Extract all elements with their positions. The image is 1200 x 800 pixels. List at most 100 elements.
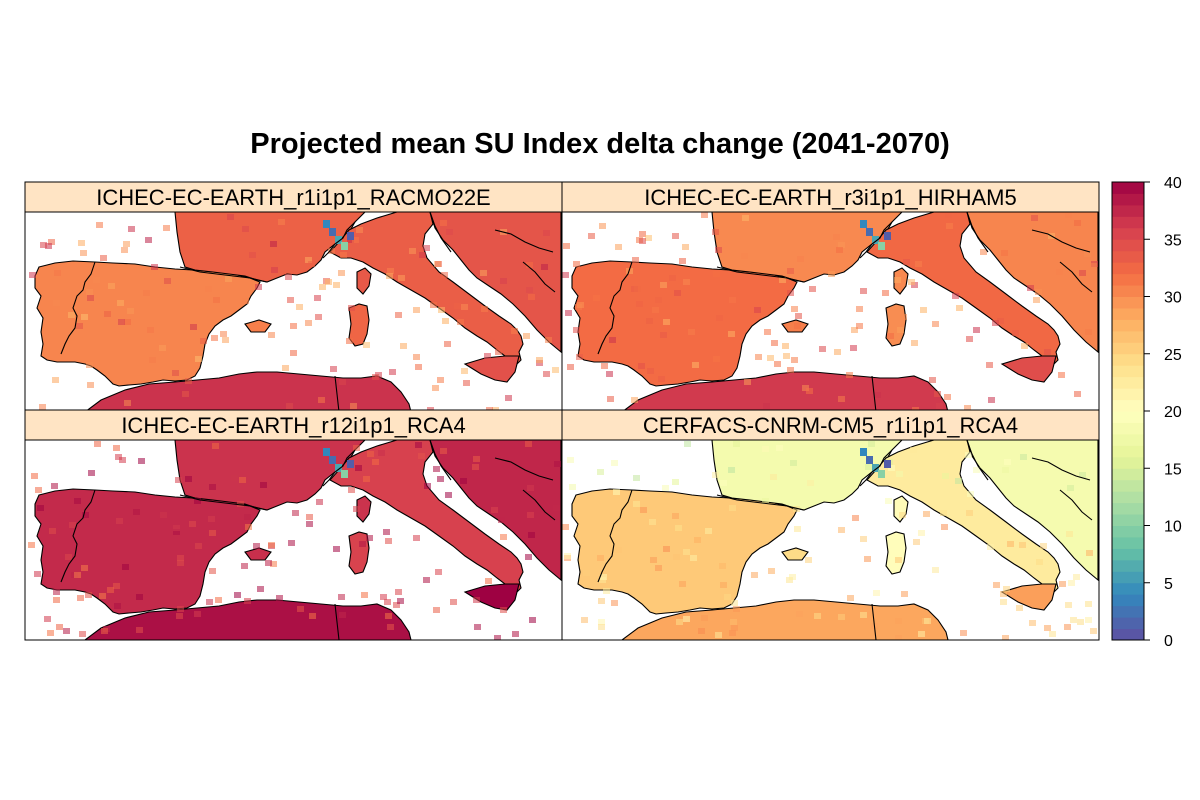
grid-cell [136,627,143,633]
colorbar-tick-label: 25 [1164,347,1182,364]
grid-cell [581,617,588,623]
grid-cell [176,613,183,619]
grid-cell [96,222,103,228]
alpine-cell [866,228,873,236]
grid-cell [213,297,220,303]
grid-cell [1056,269,1063,275]
grid-cell [270,241,277,247]
grid-cell [774,361,781,367]
grid-cell [732,330,739,336]
grid-cell [838,396,845,402]
grid-cell [864,556,871,562]
grid-cell [433,607,440,613]
grid-cell [53,589,60,595]
grid-cell [674,290,681,296]
grid-cell [386,273,393,279]
grid-cell [1064,624,1071,630]
colorbar-step [1112,571,1144,584]
grid-cell [1019,542,1026,548]
colorbar-step [1112,445,1144,458]
grid-cell [423,245,430,251]
grid-cell [873,590,880,596]
grid-cell [658,376,665,382]
grid-cell [77,595,84,601]
grid-cell [790,460,797,466]
grid-cell [934,391,941,397]
grid-cell [1021,343,1028,349]
grid-cell [53,300,60,306]
grid-cell [918,530,925,536]
grid-cell [715,632,722,638]
grid-cell [253,543,260,549]
sicily-landmass [1000,583,1057,611]
grid-cell [988,397,995,403]
grid-cell [93,277,100,283]
grid-cell [1004,459,1011,465]
grid-cell [419,252,426,258]
colorbar-step [1112,617,1144,630]
grid-cell [136,594,143,600]
grid-cell [850,345,857,351]
grid-cell [541,264,548,270]
grid-cell [713,271,720,277]
grid-cell [209,484,216,490]
grid-cell [127,308,134,314]
country-border [597,489,633,583]
grid-cell [1044,625,1051,631]
country-border [334,603,340,640]
grid-cell [128,226,135,232]
grid-cell [793,506,800,512]
grid-cell [1086,550,1093,556]
grid-cell [1020,454,1027,460]
grid-cell [1077,619,1084,625]
grid-cell [244,514,251,520]
country-border [179,266,268,283]
colorbar-step [1112,273,1144,286]
grid-cell [679,258,686,264]
grid-cell [287,297,294,303]
grid-cell [936,403,943,409]
grid-cell [583,570,590,576]
grid-cell [257,586,264,592]
grid-cell [108,283,115,289]
grid-cell [463,380,470,386]
grid-cell [118,319,125,325]
grid-cell [444,341,451,347]
grid-cell [352,237,359,243]
grid-cell [913,539,920,545]
grid-cell [372,459,379,465]
colorbar-step [1112,468,1144,481]
grid-cell [438,307,445,313]
grid-cell [901,591,908,597]
grid-cell [908,279,915,285]
colorbar-tick-label: 5 [1164,576,1173,593]
grid-cell [655,565,662,571]
grid-cell [932,567,939,573]
north-africa-landmass [621,371,949,412]
grid-cell [227,214,234,220]
grid-cell [209,568,216,574]
colorbar-step [1112,342,1144,355]
grid-cell [701,615,708,621]
grid-cell [177,555,184,561]
grid-cell [290,350,297,356]
grid-cell [237,501,244,507]
grid-cell [789,574,796,580]
colorbar-step [1112,376,1144,389]
grid-cell [942,473,949,479]
grid-cell [846,372,853,378]
grid-cell [80,250,87,256]
grid-cell [212,443,219,449]
grid-cell [924,618,931,624]
grid-cell [333,282,340,288]
panel-strip-label: ICHEC-EC-EARTH_r1i1p1_RACMO22E [96,185,491,210]
grid-cell [330,366,337,372]
grid-cell [606,371,613,377]
grid-cell [791,357,798,363]
grid-cell [418,453,425,459]
grid-cell [554,461,561,467]
grid-cell [562,524,569,530]
country-border [522,489,556,521]
grid-cell [649,519,656,525]
grid-cell [920,307,927,313]
